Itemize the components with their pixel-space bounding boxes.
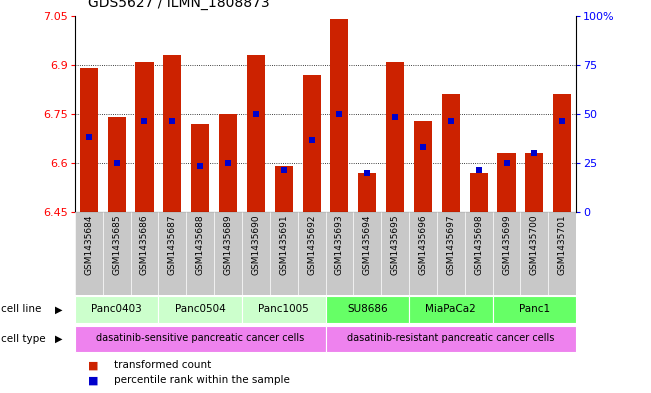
Bar (326, 296, 409, 323)
Bar (386, 62, 404, 212)
Bar (219, 114, 237, 212)
Bar (437, 212, 465, 295)
Text: GSM1435690: GSM1435690 (251, 215, 260, 275)
Bar (298, 212, 326, 295)
Bar (242, 212, 270, 295)
Bar (381, 212, 409, 295)
Bar (158, 212, 186, 295)
Bar (442, 94, 460, 212)
Bar (103, 212, 131, 295)
Bar (409, 212, 437, 295)
Bar (493, 212, 520, 295)
Text: dasatinib-sensitive pancreatic cancer cells: dasatinib-sensitive pancreatic cancer ce… (96, 333, 304, 343)
Bar (553, 94, 572, 212)
Text: GSM1435685: GSM1435685 (112, 215, 121, 275)
Bar (303, 75, 321, 212)
Bar (493, 296, 576, 323)
Text: cell line: cell line (1, 305, 42, 314)
Text: dasatinib-resistant pancreatic cancer cells: dasatinib-resistant pancreatic cancer ce… (347, 333, 555, 343)
Text: GSM1435693: GSM1435693 (335, 215, 344, 275)
Text: GSM1435694: GSM1435694 (363, 215, 372, 275)
Bar (414, 121, 432, 212)
Text: Panc1: Panc1 (519, 304, 550, 314)
Text: GSM1435686: GSM1435686 (140, 215, 149, 275)
Text: GSM1435687: GSM1435687 (168, 215, 177, 275)
Text: SU8686: SU8686 (347, 304, 387, 314)
Bar (469, 173, 488, 212)
Text: Panc0504: Panc0504 (175, 304, 225, 314)
Bar (353, 212, 381, 295)
Bar (330, 19, 348, 212)
Text: GSM1435699: GSM1435699 (502, 215, 511, 275)
Bar (79, 68, 98, 212)
Text: Panc1005: Panc1005 (258, 304, 309, 314)
Bar (409, 296, 493, 323)
Text: GSM1435692: GSM1435692 (307, 215, 316, 275)
Text: GDS5627 / ILMN_1808873: GDS5627 / ILMN_1808873 (88, 0, 270, 10)
Text: ■: ■ (88, 375, 98, 386)
Text: GSM1435695: GSM1435695 (391, 215, 400, 275)
Bar (214, 212, 242, 295)
Bar (191, 124, 209, 212)
Text: GSM1435701: GSM1435701 (558, 215, 567, 275)
Text: percentile rank within the sample: percentile rank within the sample (114, 375, 290, 386)
Text: GSM1435696: GSM1435696 (419, 215, 428, 275)
Bar (270, 212, 298, 295)
Text: GSM1435691: GSM1435691 (279, 215, 288, 275)
Bar (131, 212, 158, 295)
Bar (497, 153, 516, 212)
Text: transformed count: transformed count (114, 360, 211, 371)
Bar (358, 173, 376, 212)
Bar (326, 326, 576, 352)
Bar (158, 296, 242, 323)
Bar (242, 296, 326, 323)
Text: MiaPaCa2: MiaPaCa2 (426, 304, 476, 314)
Bar (465, 212, 493, 295)
Text: GSM1435697: GSM1435697 (447, 215, 455, 275)
Bar (247, 55, 265, 212)
Bar (135, 62, 154, 212)
Bar (186, 212, 214, 295)
Text: GSM1435689: GSM1435689 (223, 215, 232, 275)
Text: ▶: ▶ (55, 305, 63, 314)
Bar (75, 326, 326, 352)
Bar (163, 55, 182, 212)
Text: GSM1435698: GSM1435698 (474, 215, 483, 275)
Bar (107, 117, 126, 212)
Text: GSM1435700: GSM1435700 (530, 215, 539, 275)
Text: ■: ■ (88, 360, 98, 371)
Text: cell type: cell type (1, 334, 46, 344)
Text: GSM1435684: GSM1435684 (84, 215, 93, 275)
Text: GSM1435688: GSM1435688 (196, 215, 204, 275)
Bar (548, 212, 576, 295)
Text: ▶: ▶ (55, 334, 63, 344)
Bar (520, 212, 548, 295)
Bar (75, 296, 158, 323)
Bar (75, 212, 103, 295)
Bar (275, 166, 293, 212)
Bar (525, 153, 544, 212)
Bar (326, 212, 353, 295)
Text: Panc0403: Panc0403 (91, 304, 142, 314)
